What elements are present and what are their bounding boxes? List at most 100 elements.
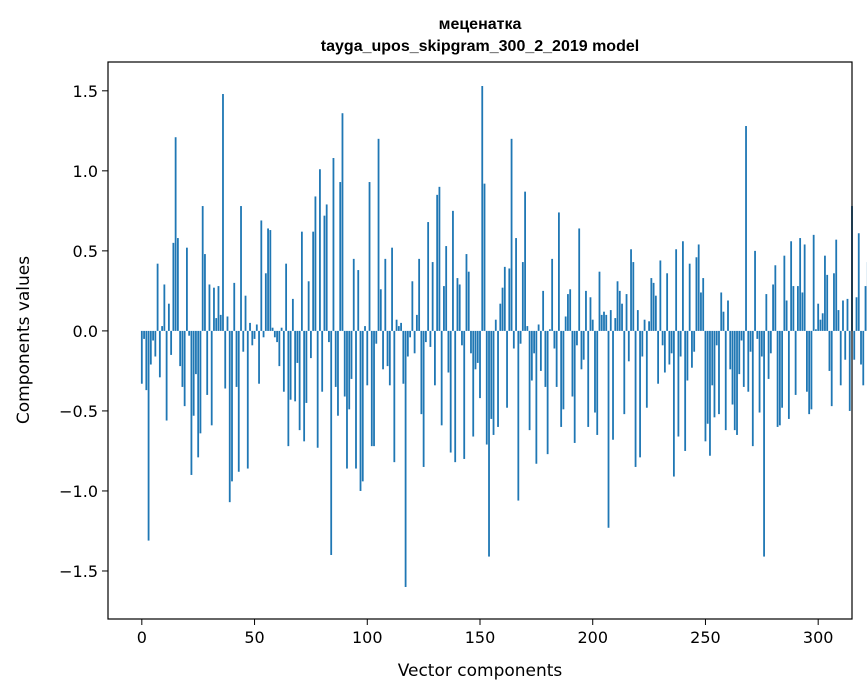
bar-168 (519, 330, 522, 344)
bar-142 (461, 330, 463, 346)
x-axis-label: Vector components (398, 661, 563, 681)
bar-103 (373, 330, 375, 447)
bar-257 (720, 292, 723, 331)
bar-318 (857, 233, 860, 331)
bar-4 (149, 330, 152, 365)
bar-127 (427, 222, 430, 331)
bar-204 (600, 314, 603, 331)
bar-131 (436, 194, 439, 331)
bar-124 (420, 330, 423, 415)
bar-136 (447, 330, 450, 373)
bar-77 (314, 196, 317, 331)
bar-313 (846, 298, 849, 331)
bar-101 (368, 182, 371, 331)
bar-70 (298, 330, 301, 431)
bar-78 (316, 330, 319, 448)
bar-221 (639, 330, 641, 458)
bar-74 (307, 281, 310, 331)
y-tick-label: 0.0 (73, 322, 98, 341)
y-tick-label: −1.5 (59, 562, 98, 581)
bar-151 (481, 86, 484, 331)
bar-270 (749, 330, 752, 352)
bar-55 (264, 273, 267, 331)
bar-306 (830, 330, 833, 407)
bar-13 (170, 330, 173, 355)
bar-192 (573, 330, 576, 443)
bar-247 (697, 244, 700, 331)
bar-2 (145, 330, 148, 391)
bar-68 (294, 330, 297, 402)
bar-278 (767, 330, 770, 379)
bar-114 (397, 326, 400, 331)
bar-310 (839, 330, 842, 386)
bar-159 (499, 303, 502, 331)
bar-317 (855, 297, 858, 331)
bar-175 (535, 330, 538, 464)
bar-228 (654, 295, 657, 331)
y-tick-label: 1.5 (73, 82, 98, 101)
bar-174 (533, 330, 536, 354)
bar-273 (756, 330, 759, 339)
bar-116 (402, 330, 405, 384)
bar-73 (305, 330, 308, 403)
bar-107 (382, 330, 384, 370)
bar-187 (562, 330, 565, 410)
bar-169 (521, 262, 524, 331)
chart-title-line2: tayga_upos_skipgram_300_2_2019 model (321, 38, 639, 55)
bar-54 (262, 330, 265, 338)
bar-106 (379, 289, 382, 331)
bar-7 (156, 263, 159, 331)
bar-117 (404, 330, 407, 587)
bar-10 (163, 284, 166, 331)
bar-34 (217, 286, 220, 331)
bar-118 (406, 330, 409, 357)
bar-265 (738, 330, 741, 375)
bar-121 (413, 330, 416, 354)
bar-309 (837, 310, 840, 331)
bar-48 (249, 322, 251, 331)
bar-141 (458, 284, 461, 331)
bar-86 (334, 330, 337, 387)
x-tick-label: 250 (690, 628, 721, 647)
bar-20 (186, 247, 188, 331)
bar-260 (727, 300, 729, 331)
bar-67 (291, 298, 294, 331)
bar-189 (567, 294, 569, 331)
bar-24 (195, 330, 197, 375)
x-tick-label: 300 (803, 628, 834, 647)
bar-165 (512, 330, 515, 349)
bar-172 (528, 330, 531, 431)
bar-202 (596, 330, 599, 435)
bar-109 (386, 330, 389, 367)
bar-316 (853, 330, 856, 360)
bar-80 (321, 330, 324, 392)
bar-236 (672, 330, 675, 477)
bar-16 (176, 238, 179, 331)
bar-152 (483, 183, 486, 331)
bar-43 (237, 330, 240, 472)
bar-240 (682, 241, 684, 331)
bar-199 (589, 297, 592, 331)
bar-196 (582, 330, 585, 360)
bar-46 (244, 295, 247, 331)
bar-245 (693, 330, 696, 352)
bar-197 (585, 290, 587, 331)
bar-303 (824, 255, 826, 331)
bar-93 (350, 330, 353, 379)
bar-321 (864, 286, 867, 331)
bar-63 (282, 330, 285, 392)
bar-134 (443, 286, 445, 331)
bar-92 (348, 330, 351, 410)
y-axis-ticks: 1.5 1.0 0.5 0.0 −0.5 −1.0 −1.5 (59, 82, 108, 581)
bar-27 (201, 206, 204, 331)
bar-100 (366, 330, 369, 386)
bar-183 (553, 330, 556, 349)
bar-235 (670, 330, 673, 354)
x-tick-label: 50 (244, 628, 264, 647)
bar-229 (657, 330, 660, 384)
bar-113 (395, 319, 398, 331)
bar-1 (143, 330, 145, 339)
y-tick-label: −1.0 (59, 482, 98, 501)
bar-226 (650, 278, 653, 331)
bar-290 (794, 330, 797, 395)
